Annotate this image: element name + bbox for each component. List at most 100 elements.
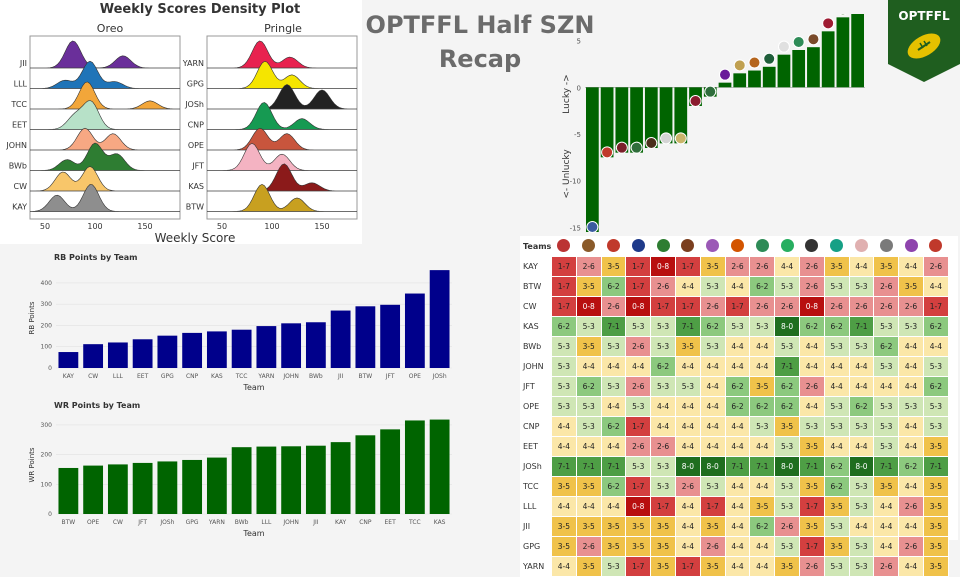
- matrix-cell: 4-4: [674, 356, 701, 377]
- matrix-cell: 1-7: [551, 256, 577, 277]
- density-x-tick: 100: [87, 222, 102, 231]
- matrix-cell: 5-3: [898, 316, 924, 337]
- matrix-header-row: Teams: [520, 236, 948, 257]
- team-avatar-icon: [836, 3, 849, 16]
- matrix-cell: 4-4: [749, 356, 776, 377]
- density-team-label: TCC: [10, 100, 27, 109]
- matrix-cell: 4-4: [674, 276, 701, 297]
- matrix-row: TCC 3-5 3-5 6-2 1-7 5-3 2-6 5-3 4-4 4-4 5-3 3-5 6-2 5…: [520, 476, 949, 497]
- matrix-cell: 3-5: [898, 276, 924, 297]
- matrix-cell: 4-4: [823, 356, 850, 377]
- rb-x-tick: CW: [88, 373, 98, 380]
- luck-bar: [748, 70, 761, 88]
- matrix-row: BTW 1-7 3-5 6-2 1-7 2-6 4-4 5-3 4-4 6-2 5-3 2-6 5-3 5…: [520, 276, 949, 297]
- matrix-cell: 5-3: [774, 476, 800, 497]
- matrix-cell: 4-4: [774, 256, 800, 277]
- team-avatar-icon: [631, 238, 645, 252]
- luck-bar: [821, 31, 835, 88]
- team-avatar-icon: [660, 132, 673, 145]
- wr-x-tick: KAY: [335, 519, 346, 526]
- matrix-cell: 5-3: [823, 416, 850, 437]
- matrix-cell: 4-4: [848, 436, 875, 457]
- matrix-row-label: EET: [520, 436, 552, 457]
- rb-bar: [429, 270, 450, 368]
- rb-y-tick: 0: [48, 365, 52, 372]
- matrix-cell: 5-3: [873, 396, 900, 417]
- wr-x-tick: JOSh: [159, 519, 174, 526]
- luck-y-tick: -15: [570, 224, 581, 232]
- matrix-row: JOSh 7-1 7-1 7-1 5-3 5-3 8-0 8-0 7-1 7-1 8-0 7-1 6-2…: [520, 456, 949, 477]
- wr-bar: [206, 457, 227, 514]
- matrix-cell: 2-6: [774, 516, 800, 537]
- density-left-ridges: [29, 40, 180, 212]
- luck-bar: [674, 87, 688, 144]
- matrix-cell: 2-6: [798, 256, 825, 277]
- matrix-cell: 5-3: [724, 316, 751, 337]
- rb-x-tick: TCC: [235, 373, 248, 380]
- wr-ylabel: WR Points: [28, 447, 36, 482]
- matrix-cell: 4-4: [674, 436, 701, 457]
- matrix-cell: 4-4: [898, 376, 924, 397]
- rb-bar: [281, 323, 302, 368]
- matrix-cell: 5-3: [873, 356, 900, 377]
- matrix-cell: 1-7: [699, 496, 726, 517]
- matrix-cell: 8-0: [848, 456, 875, 477]
- matrix-cell: 1-7: [625, 556, 652, 577]
- rb-title: RB Points by Team: [54, 253, 138, 262]
- matrix-cell: 2-6: [774, 296, 800, 317]
- wr-bar: [256, 446, 277, 514]
- team-avatar-icon: [615, 141, 628, 154]
- matrix-cell: 4-4: [922, 276, 949, 297]
- density-panel-right-title: Pringle: [264, 22, 302, 35]
- matrix-cell: 1-7: [674, 556, 701, 577]
- density-team-label: KAS: [188, 182, 204, 191]
- matrix-cell: 1-7: [650, 296, 676, 317]
- team-avatar-icon: [706, 238, 720, 252]
- matrix-cell: 5-3: [774, 496, 800, 517]
- luck-bar: [586, 87, 599, 232]
- wr-bar: [305, 445, 326, 514]
- matrix-cell: 5-3: [774, 336, 800, 357]
- matrix-row: YARN 4-4 3-5 5-3 1-7 3-5 1-7 3-5 4-4 4-4 3-5 2-6 5-3…: [520, 556, 949, 577]
- matrix-cell: 2-6: [873, 276, 900, 297]
- matrix-cell: 7-1: [575, 456, 602, 477]
- rb-x-tick: GPG: [161, 373, 174, 380]
- luck-y-tick: 5: [577, 38, 581, 46]
- matrix-cell: 3-5: [823, 256, 850, 277]
- matrix-cell: 7-1: [922, 456, 949, 477]
- matrix-cell: 5-3: [823, 396, 850, 417]
- matrix-cell: 5-3: [575, 316, 602, 337]
- team-avatar-icon: [733, 59, 746, 72]
- matrix-cell: 4-4: [699, 436, 726, 457]
- matrix-cell: 5-3: [699, 476, 726, 497]
- matrix-cell: 4-4: [922, 336, 949, 357]
- matrix-cell: 4-4: [699, 376, 726, 397]
- matrix-cell: 3-5: [600, 516, 627, 537]
- matrix-cell: 5-3: [699, 336, 726, 357]
- rb-bar: [404, 293, 425, 368]
- matrix-cell: 3-5: [922, 436, 949, 457]
- matrix-cell: 5-3: [848, 416, 875, 437]
- matrix-cell: 3-5: [922, 496, 949, 517]
- matrix-cell: 2-6: [898, 496, 924, 517]
- matrix-cell: 5-3: [848, 336, 875, 357]
- matrix-cell: 6-2: [724, 376, 751, 397]
- density-team-label: JII: [19, 59, 27, 68]
- team-avatar-icon: [689, 95, 702, 107]
- matrix-row: KAS 6-2 5-3 7-1 5-3 5-3 7-1 6-2 5-3 5-3 8-0 6-2 6-2 7…: [520, 316, 949, 337]
- team-avatar-icon: [582, 238, 596, 252]
- matrix-cell: 3-5: [798, 516, 825, 537]
- matrix-cell: 3-5: [749, 376, 776, 397]
- wr-chart-panel: WR Points by Team WR Points Team 0 100 200 300…: [22, 394, 458, 540]
- density-x-tick: 100: [264, 222, 279, 231]
- rb-bar: [206, 331, 227, 368]
- matrix-cell: 1-7: [798, 496, 825, 517]
- matrix-cell: 4-4: [724, 516, 751, 537]
- matrix-cell: 3-5: [575, 336, 602, 357]
- matrix-cell: 5-3: [600, 376, 627, 397]
- density-team-label: CNP: [188, 121, 205, 130]
- matrix-cell: 3-5: [922, 556, 949, 577]
- matrix-cell: 4-4: [551, 496, 577, 517]
- matrix-cell: 1-7: [625, 476, 652, 497]
- density-team-label: OPE: [188, 141, 204, 150]
